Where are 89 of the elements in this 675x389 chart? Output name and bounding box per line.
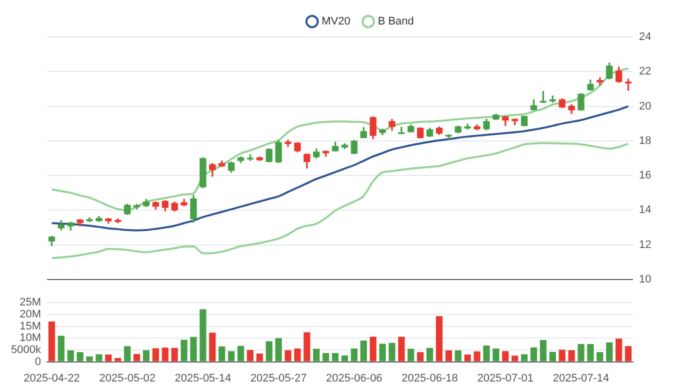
bar [209, 332, 216, 362]
bar [171, 348, 178, 362]
bar [275, 338, 282, 362]
y-tick-label: 18 [639, 134, 652, 147]
x-tick-label: 2025-05-02 [99, 372, 156, 384]
y-tick-label: 10 [639, 273, 652, 286]
bar [558, 350, 566, 362]
bar [530, 347, 538, 362]
bar [568, 350, 575, 362]
bar [426, 348, 434, 362]
bar [445, 350, 452, 362]
y-tick-label: 14 [639, 204, 652, 216]
y-tick-label: 22 [639, 66, 652, 78]
bar [549, 352, 556, 362]
bar [540, 340, 547, 362]
bar [408, 348, 414, 362]
bar [96, 354, 102, 362]
bar [587, 344, 594, 362]
bar [313, 348, 320, 362]
y-tick-label: 24 [639, 31, 652, 44]
x-tick-label: 2025-05-14 [174, 372, 232, 384]
bar [256, 354, 263, 362]
bar [200, 309, 206, 362]
legend-label: MV20 [322, 16, 350, 28]
bar [114, 358, 122, 362]
y-tick-label: 20M [20, 308, 41, 320]
x-tick-label: 2025-06-18 [402, 372, 458, 384]
bar [360, 340, 367, 362]
bar [417, 352, 424, 362]
bar [152, 348, 159, 362]
x-tick-label: 2025-06-06 [326, 372, 382, 384]
bar [142, 350, 150, 362]
bar [105, 354, 112, 362]
bar [379, 344, 386, 362]
bar [578, 344, 584, 362]
bar [483, 345, 490, 362]
bar [370, 336, 376, 362]
bar [332, 353, 339, 362]
bar [246, 350, 254, 362]
bar [180, 340, 188, 362]
bar [218, 346, 226, 362]
bar [294, 348, 301, 362]
legend-label: B Band [378, 16, 414, 28]
y-tick-label: 15M [20, 320, 41, 332]
line-series [50, 105, 630, 232]
bar [512, 356, 518, 362]
candlestick [246, 154, 254, 161]
bar [624, 346, 632, 362]
y-tick-label: 20 [639, 100, 652, 112]
bar [521, 354, 528, 362]
bar [133, 354, 140, 362]
bar [350, 348, 358, 362]
bar [190, 336, 197, 362]
x-tick-label: 2025-04-22 [24, 372, 80, 384]
y-tick-label: 16 [639, 170, 652, 182]
bar [284, 350, 292, 362]
bar [76, 352, 84, 362]
bar [398, 336, 405, 362]
y-tick-label: 0 [34, 356, 41, 368]
y-tick-label: 12 [639, 238, 652, 251]
x-tick-label: 2025-05-27 [250, 372, 307, 384]
bar [322, 353, 330, 362]
y-tick-label: 10M [20, 332, 41, 344]
x-tick-label: 2025-07-01 [477, 372, 534, 384]
bar [48, 322, 56, 362]
bar [474, 351, 480, 362]
bar [341, 355, 348, 362]
bar [606, 342, 613, 362]
bar [454, 350, 462, 362]
line-series [50, 142, 630, 260]
bar [58, 336, 64, 362]
bar [86, 356, 93, 362]
bar [388, 342, 396, 362]
bar [228, 351, 235, 362]
bar [304, 332, 310, 362]
y-tick-label: 25M [20, 296, 41, 309]
bar [616, 338, 622, 362]
bar [464, 354, 471, 362]
bar [492, 348, 500, 362]
bar [266, 341, 272, 362]
bar [237, 346, 244, 362]
bar [162, 348, 168, 362]
y-tick-label: 5000k [11, 344, 42, 356]
x-tick-label: 2025-07-14 [552, 372, 610, 384]
bar [67, 350, 74, 362]
bar [596, 352, 604, 362]
bar [124, 346, 131, 362]
bar [436, 316, 443, 362]
bar [502, 351, 509, 362]
